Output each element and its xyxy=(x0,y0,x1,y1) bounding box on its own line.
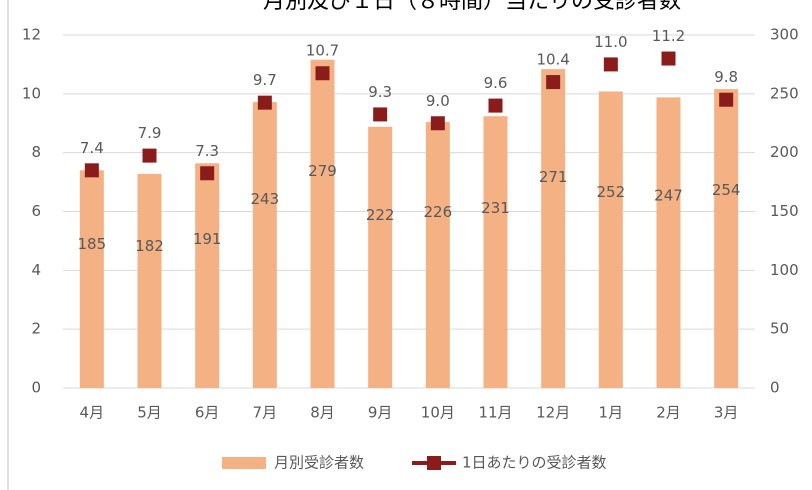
y2-tick-label: 50 xyxy=(770,320,789,338)
bar xyxy=(483,116,508,388)
y-tick-label: 6 xyxy=(31,202,41,220)
x-tick-label: 3月 xyxy=(714,404,739,422)
bar-label: 226 xyxy=(424,203,453,221)
bar xyxy=(252,102,277,388)
x-tick-label: 9月 xyxy=(368,404,393,422)
bar-label: 191 xyxy=(193,230,222,248)
line-label: 11.2 xyxy=(652,27,685,45)
bar-label: 279 xyxy=(308,162,337,180)
y2-tick-label: 300 xyxy=(770,26,799,44)
bar xyxy=(79,170,104,388)
marker xyxy=(84,163,99,178)
marker xyxy=(719,92,734,107)
y-tick-label: 4 xyxy=(31,261,41,279)
x-tick-label: 6月 xyxy=(195,404,220,422)
bar xyxy=(598,91,623,388)
line-label: 10.7 xyxy=(306,42,339,60)
x-tick-label: 11月 xyxy=(478,404,512,422)
line-label: 10.4 xyxy=(536,51,569,69)
line-label: 7.9 xyxy=(138,124,162,142)
line-label: 7.4 xyxy=(80,139,104,157)
bar-label: 247 xyxy=(654,187,683,205)
marker xyxy=(603,57,618,72)
marker xyxy=(200,166,215,181)
y-tick-label: 2 xyxy=(31,320,41,338)
y2-tick-label: 150 xyxy=(770,202,799,220)
marker xyxy=(661,51,676,66)
marker xyxy=(257,95,272,110)
x-tick-label: 8月 xyxy=(310,404,335,422)
bar-label: 182 xyxy=(135,237,164,255)
bar xyxy=(137,173,162,388)
bar-label: 271 xyxy=(539,168,568,186)
bar xyxy=(195,163,220,388)
marker xyxy=(430,116,445,131)
y2-tick-label: 200 xyxy=(770,143,799,161)
y2-tick-label: 250 xyxy=(770,84,799,102)
bar xyxy=(656,97,681,388)
bar xyxy=(310,59,335,389)
marker xyxy=(315,66,330,81)
legend-swatch xyxy=(222,457,266,469)
bar-label: 252 xyxy=(597,183,626,201)
line-label: 9.6 xyxy=(484,74,508,92)
y2-tick-label: 100 xyxy=(770,261,799,279)
x-tick-label: 10月 xyxy=(421,404,455,422)
bar xyxy=(714,89,739,389)
bar xyxy=(368,126,393,388)
bar-label: 185 xyxy=(78,235,107,253)
y-tick-label: 12 xyxy=(22,26,41,44)
marker xyxy=(142,148,157,163)
x-tick-label: 4月 xyxy=(80,404,105,422)
line-label: 9.0 xyxy=(426,92,450,110)
legend-marker xyxy=(427,456,441,470)
y-tick-label: 10 xyxy=(22,84,41,102)
line-label: 7.3 xyxy=(195,142,219,160)
bar-label: 222 xyxy=(366,206,395,224)
bar-label: 254 xyxy=(712,181,741,199)
line-label: 9.7 xyxy=(253,71,277,89)
y2-tick-label: 0 xyxy=(770,379,780,397)
bar xyxy=(425,122,450,388)
bar-label: 243 xyxy=(251,190,280,208)
marker xyxy=(546,75,561,90)
x-tick-label: 5月 xyxy=(137,404,162,422)
bar-label: 231 xyxy=(481,199,510,217)
y-tick-label: 0 xyxy=(31,379,41,397)
line-label: 9.3 xyxy=(368,83,392,101)
x-tick-label: 1月 xyxy=(599,404,624,422)
bar xyxy=(541,69,566,388)
y-tick-label: 8 xyxy=(31,143,41,161)
marker xyxy=(488,98,503,113)
x-tick-label: 2月 xyxy=(656,404,681,422)
line-label: 9.8 xyxy=(714,68,738,86)
x-tick-label: 7月 xyxy=(253,404,278,422)
marker xyxy=(373,107,388,122)
x-tick-label: 12月 xyxy=(536,404,570,422)
legend-label: 1日あたりの受診者数 xyxy=(462,454,607,472)
chart-title: 月別及び１日（８時間）当たりの受診者数 xyxy=(263,0,681,14)
line-label: 11.0 xyxy=(594,33,627,51)
legend-label: 月別受診者数 xyxy=(274,454,364,472)
